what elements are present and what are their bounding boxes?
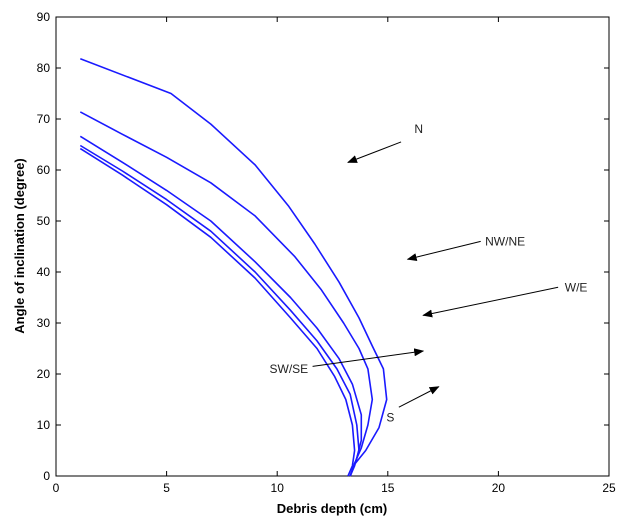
y-tick-label: 30: [37, 316, 51, 330]
y-tick-label: 20: [37, 367, 51, 381]
annotation-label-nw-ne: NW/NE: [485, 234, 525, 248]
y-tick-label: 80: [37, 61, 51, 75]
y-tick-label: 60: [37, 163, 51, 177]
annotation-label-w-e: W/E: [565, 280, 588, 294]
annotation-arrow-n: [347, 141, 402, 163]
y-tick-label: 40: [37, 265, 51, 279]
x-tick-label: 5: [163, 481, 170, 495]
series-line-w-e: [79, 135, 363, 477]
annotations-group: N NW/NE W/E SW/SE S: [269, 122, 587, 424]
annotation-label-n: N: [414, 122, 423, 136]
annotation-label-sw-se: SW/SE: [269, 362, 308, 376]
axis-ticks: 0 5 10 15 20 25 0 10 20 30 40 50 60 70 80 90: [37, 10, 616, 495]
annotation-arrow-w-e: [422, 286, 559, 318]
annotation-arrow-s: [398, 386, 440, 408]
annotation-arrow-nw-ne: [406, 240, 481, 261]
series-line-n: [80, 58, 388, 477]
series-group: [79, 58, 388, 477]
x-tick-label: 0: [53, 481, 60, 495]
x-tick-label: 10: [271, 481, 285, 495]
x-axis-label: Debris depth (cm): [277, 501, 388, 516]
series-line-nw-ne: [79, 111, 374, 477]
y-tick-label: 50: [37, 214, 51, 228]
annotation-label-s: S: [386, 410, 394, 424]
y-tick-label: 10: [37, 418, 51, 432]
series-line-s: [79, 147, 356, 477]
y-axis-label: Angle of inclination (degree): [12, 158, 27, 334]
x-tick-label: 15: [381, 481, 395, 495]
annotation-arrow-sw-se: [312, 348, 425, 367]
y-tick-label: 0: [43, 469, 50, 483]
y-tick-label: 70: [37, 112, 51, 126]
series-line-sw-se: [79, 144, 360, 477]
x-tick-label: 25: [602, 481, 616, 495]
x-tick-label: 20: [492, 481, 506, 495]
plot-area: [55, 16, 610, 477]
y-tick-label: 90: [37, 10, 51, 24]
